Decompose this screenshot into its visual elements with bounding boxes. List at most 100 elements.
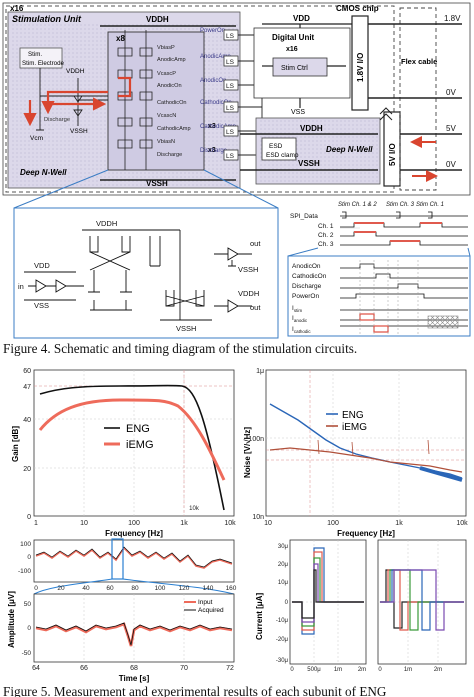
stim-vssh-label: VSSH — [146, 179, 168, 188]
driver-array-box — [107, 31, 205, 171]
esd-label-2: ESD clamp — [266, 152, 299, 159]
vcm-label: Vcm — [30, 135, 43, 142]
x3b-label: x3 — [208, 147, 216, 154]
gain-legend-iemg: iEMG — [126, 439, 154, 451]
amp-top-xtick-60: 60 — [106, 585, 114, 592]
amp-bottom-xtick-64: 64 — [32, 665, 40, 672]
amp-bottom-ytick-m50: -50 — [22, 650, 32, 657]
gain-legend-eng: ENG — [126, 423, 150, 435]
sig-cathodicamp: CathodicAmp — [157, 126, 191, 132]
electrode-label-2: Stim. Electrode — [22, 60, 65, 67]
ls-label-6: LS — [226, 153, 235, 160]
level-shifter-schematic: VDDH VDD VSS in out VSSH VSSH VDDH out — [18, 219, 261, 333]
gain-ytick-20: 20 — [23, 466, 31, 473]
lower-vssh-label: VSSH — [298, 159, 320, 168]
timing-istim: Istim — [292, 305, 302, 313]
stim-ctrl-box — [272, 57, 328, 77]
gain-ytick-47: 47 — [23, 384, 31, 391]
stim-ctrl-label: Stim Ctrl — [281, 65, 308, 72]
sch-vddh2-label: VDDH — [238, 289, 259, 298]
amp-bottom-acquired — [35, 622, 233, 646]
small-vddh-label: VDDH — [66, 68, 85, 75]
amp-legend-acquired: Acquired — [198, 607, 224, 614]
ls-label-5: LS — [226, 129, 235, 136]
timing-discharge: Discharge — [292, 283, 322, 290]
rail-5v: 5V — [446, 124, 456, 133]
noise-xtick-10: 10 — [264, 520, 272, 527]
small-vssh-label: VSSH — [70, 128, 88, 135]
amp-ylabel: Amplitude [μV] — [7, 591, 16, 648]
timing-poweron: PowerOn — [292, 293, 319, 300]
noise-plot: ENG iEMG 1μ 100n 10n 10 100 1k 10k Frequ… — [243, 368, 468, 538]
gain-ytick-40: 40 — [23, 417, 31, 424]
gain-iemg-curve — [38, 398, 226, 481]
stimulation-unit-title: Stimulation Unit — [12, 14, 82, 24]
timing-header-3: Stim Ch. 1 — [416, 202, 444, 208]
figure5-caption: Figure 5. Measurement and experimental r… — [3, 684, 387, 697]
sch-in-label: in — [18, 282, 24, 291]
amp-top-xtick-40: 40 — [82, 585, 90, 592]
noise-xtick-100: 100 — [327, 520, 339, 527]
sig-anodicon: AnodicOn — [157, 83, 182, 89]
amp-top-xtick-0: 0 — [34, 585, 38, 592]
io-1v8-label: 1.8V I/O — [356, 53, 365, 82]
timing-cathodicon: CathodicOn — [292, 273, 327, 280]
noise-xlabel: Frequency [Hz] — [337, 529, 395, 538]
cur2-xtick-0: 0 — [378, 667, 382, 673]
timing-row-ch2: Ch. 2 — [318, 232, 334, 239]
amp-top-ytick-100: 100 — [20, 541, 31, 548]
amp-top-acquired — [35, 546, 233, 568]
esd-label-1: ESD — [269, 143, 283, 150]
cur1-ytick-m20u: -20μ — [276, 637, 289, 643]
figure4-caption: Figure 4. Schematic and timing diagram o… — [3, 341, 358, 356]
gain-xlabel: Frequency [Hz] — [105, 529, 163, 538]
sig-anodicamp: AnodicAmp — [157, 57, 186, 63]
rail-1v8: 1.8V — [444, 14, 461, 23]
out-anodicon: AnodicOn — [200, 78, 226, 84]
electrode-label-1: Stim. — [28, 51, 42, 58]
cur2-xtick-2m: 2m — [434, 667, 442, 673]
amp-top-xtick-20: 20 — [57, 585, 65, 592]
gain-ylabel: Gain [dB] — [11, 426, 20, 462]
stim-x16-label: x16 — [10, 4, 24, 13]
lower-deep-nwell-label: Deep N-Well — [326, 145, 373, 154]
sch-out1-label: out — [250, 239, 261, 248]
esd-clamp-box — [261, 137, 297, 161]
cur1-ytick-m10u: -10μ — [276, 618, 289, 624]
ls-label-2: LS — [226, 59, 235, 66]
timing-ianodic: Ianodic — [292, 315, 308, 323]
timing-row-ch1: Ch. 1 — [318, 223, 334, 230]
amp-top-xtick-100: 100 — [155, 585, 166, 592]
chip-vss-label: VSS — [291, 109, 305, 116]
timing-header-1: Stim Ch. 1 & 2 — [338, 202, 377, 208]
cur1-ytick-10u: 10μ — [278, 580, 289, 586]
cur1-ytick-m30u: -30μ — [276, 658, 289, 664]
cur2-xtick-1m: 1m — [404, 667, 412, 673]
stim-vddh-label: VDDH — [146, 15, 169, 24]
amp-xlabel: Time [s] — [119, 674, 150, 683]
sch-vss-label: VSS — [34, 301, 49, 310]
amp-top-xtick-160: 160 — [226, 585, 237, 592]
ls-label-1: LS — [226, 33, 235, 40]
amp-bottom-xtick-66: 66 — [80, 665, 88, 672]
stim-deep-nwell-label: Deep N-Well — [20, 168, 67, 177]
amp-bottom-xtick-72: 72 — [226, 665, 234, 672]
out-cathodicamp: CathodicAmp — [200, 124, 237, 130]
timing-anodicon: AnodicOn — [292, 263, 321, 270]
x3a-label: x3 — [208, 123, 216, 130]
discharge-label: Discharge — [44, 117, 70, 123]
sig-vbiasp: VbiasP — [157, 45, 175, 51]
rail-0v-b: 0V — [446, 160, 456, 169]
timing-row-ch3: Ch. 3 — [318, 241, 334, 248]
sch-vssh2-label: VSSH — [176, 324, 196, 333]
lower-vddh-label: VDDH — [300, 124, 323, 133]
gain-xtick-10: 10 — [80, 520, 88, 527]
digital-unit-title: Digital Unit — [272, 33, 315, 42]
timing-header-2: Stim Ch. 3 — [386, 202, 415, 208]
cur1-xtick-2m: 2m — [358, 667, 366, 673]
sch-out2-label: out — [250, 303, 261, 312]
amp-top-xtick-80: 80 — [131, 585, 139, 592]
cur1-ytick-20u: 20μ — [278, 562, 289, 568]
noise-legend-iemg: iEMG — [342, 422, 367, 433]
